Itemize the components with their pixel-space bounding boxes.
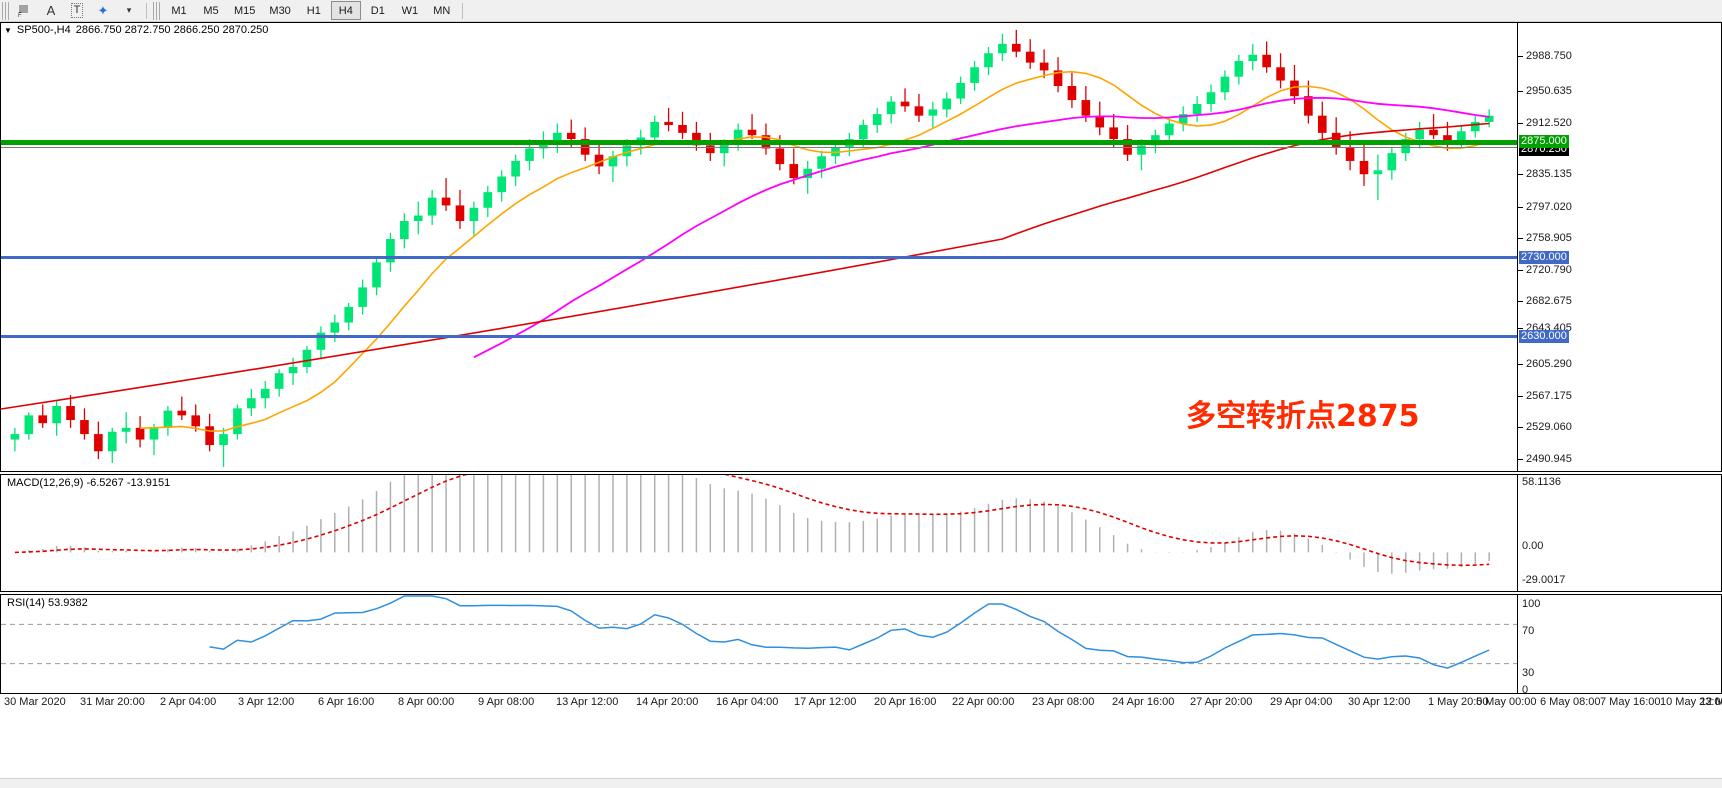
time-axis-label: 14 Apr 20:00: [636, 696, 699, 708]
time-axis-label: 7 May 16:00: [1600, 696, 1661, 708]
time-axis-label: 9 Apr 08:00: [478, 696, 535, 708]
time-axis-label: 6 May 08:00: [1540, 696, 1601, 708]
macd-panel[interactable]: MACD(12,26,9) -6.5267 -13.9151 58.1136 0…: [0, 474, 1722, 592]
chevron-down-icon[interactable]: ▾: [126, 5, 132, 15]
symbol-header: ▼ SP500-,H4 2866.750 2872.750 2866.250 2…: [1, 23, 272, 37]
symbol-collapse-icon[interactable]: ▼: [4, 25, 12, 35]
chart-annotation: 多空转折点2875: [1186, 399, 1420, 434]
chart-area[interactable]: ▼ SP500-,H4 2866.750 2872.750 2866.250 2…: [0, 22, 1722, 788]
time-axis-label: 29 Apr 04:00: [1270, 696, 1333, 708]
price-tick: 2797.020: [1518, 202, 1572, 213]
macd-tick: 0.00: [1522, 540, 1544, 552]
macd-label: MACD(12,26,9) -6.5267 -13.9151: [5, 477, 173, 489]
price-tick: 2988.750: [1518, 51, 1572, 62]
price-tick: 2490.945: [1518, 454, 1572, 465]
toolbar-grip[interactable]: [2, 1, 10, 20]
rsi-plot: [1, 595, 1517, 669]
rsi-panel[interactable]: RSI(14) 53.9382 100 70 30 0: [0, 594, 1722, 694]
time-axis-label: 20 Apr 16:00: [874, 696, 937, 708]
timeframe-h1[interactable]: H1: [306, 4, 321, 17]
price-tick: 2529.060: [1518, 422, 1572, 433]
objects-icon[interactable]: ✦: [97, 2, 109, 18]
price-plot-clip: [1, 23, 1517, 471]
time-axis-label: 13 Apr 12:00: [556, 696, 619, 708]
time-axis-label: 30 Mar 2020: [4, 696, 66, 708]
price-tick: 2758.905: [1518, 233, 1572, 244]
price-tag-2730: 2730.000: [1519, 251, 1569, 264]
price-tick: 2643.405: [1518, 323, 1572, 334]
price-tag-2875: 2875.000: [1519, 135, 1569, 148]
timeframe-mn[interactable]: MN: [433, 4, 451, 17]
time-axis-label: 31 Mar 20:00: [80, 696, 145, 708]
time-axis-label: 22 Apr 00:00: [952, 696, 1015, 708]
time-axis-label: 12 May 04:00: [1700, 696, 1722, 708]
rsi-plot-clip: [1, 595, 1517, 693]
time-axis-label: 16 Apr 04:00: [716, 696, 779, 708]
price-candles: [1, 29, 1494, 467]
rsi-axis[interactable]: 100 70 30 0: [1517, 595, 1721, 693]
macd-axis[interactable]: 58.1136 0.00 -29.0017: [1517, 475, 1721, 591]
timeframe-m30[interactable]: M30: [269, 4, 291, 17]
macd-plot-clip: [1, 475, 1517, 591]
symbol-ohlc: 2866.750 2872.750 2866.250 2870.250: [75, 24, 269, 36]
level-line-2730[interactable]: [1, 256, 1517, 259]
timeframe-grip[interactable]: [153, 1, 161, 20]
time-axis-label: 6 Apr 16:00: [318, 696, 375, 708]
toolbar: F A T ✦ ▾ M1 M5 M15 M30 H1 H4 D1 W1 MN: [0, 0, 1722, 22]
timeframe-w1[interactable]: W1: [401, 4, 419, 17]
price-tick: 2950.635: [1518, 86, 1572, 97]
level-line-2870[interactable]: [1, 147, 1517, 148]
timeframe-m1[interactable]: M1: [171, 4, 187, 17]
toolbar-divider-1: [146, 2, 147, 19]
time-axis-label: 23 Apr 08:00: [1032, 696, 1095, 708]
time-axis-label: 10 May 23:00: [1660, 696, 1722, 708]
text-tool-icon[interactable]: A: [46, 3, 56, 18]
timeframe-h4[interactable]: H4: [330, 1, 361, 20]
rsi-tick: 0: [1522, 684, 1529, 694]
level-line-2875[interactable]: [1, 140, 1517, 145]
time-axis-label: 17 Apr 12:00: [794, 696, 857, 708]
time-axis-label: 30 Apr 12:00: [1348, 696, 1411, 708]
crosshair-grid-icon[interactable]: F: [13, 1, 37, 21]
svg-text:F: F: [18, 13, 22, 18]
timeframe-m15[interactable]: M15: [234, 4, 256, 17]
macd-tick: -29.0017: [1522, 574, 1566, 586]
price-tag-2630: 2630.000: [1519, 330, 1569, 343]
text-label-icon[interactable]: T: [65, 1, 89, 21]
time-axis-label: 1 May 20:00: [1428, 696, 1489, 708]
timeframe-d1[interactable]: D1: [370, 4, 385, 17]
time-axis-label: 2 Apr 04:00: [160, 696, 217, 708]
time-axis-label: 3 Apr 12:00: [238, 696, 295, 708]
symbol-name: SP500-,H4: [16, 24, 71, 36]
price-tick: 2567.175: [1518, 391, 1572, 402]
rsi-tick: 30: [1522, 667, 1535, 679]
time-axis-label: 27 Apr 20:00: [1190, 696, 1253, 708]
toolbar-divider-2: [461, 2, 463, 19]
rsi-tick: 100: [1522, 598, 1541, 610]
macd-tick: 58.1136: [1522, 476, 1561, 488]
time-axis-label: 24 Apr 16:00: [1112, 696, 1175, 708]
timeframe-m5[interactable]: M5: [203, 4, 219, 17]
text-label-glyph: T: [70, 3, 84, 18]
rsi-tick: 70: [1522, 625, 1535, 637]
time-axis-label: 8 Apr 00:00: [398, 696, 455, 708]
price-axis[interactable]: 2988.750 2950.635 2912.520 2835.135 2797…: [1517, 23, 1721, 471]
rsi-label: RSI(14) 53.9382: [5, 597, 90, 609]
price-tick: 2682.675: [1518, 296, 1572, 307]
status-bar: [0, 778, 1722, 788]
time-axis[interactable]: 30 Mar 2020 31 Mar 20:00 2 Apr 04:00 3 Apr …: [0, 696, 1722, 788]
price-tick: 2720.790: [1518, 265, 1572, 276]
macd-plot: [14, 475, 1490, 574]
price-panel[interactable]: ▼ SP500-,H4 2866.750 2872.750 2866.250 2…: [0, 22, 1722, 472]
price-tick: 2835.135: [1518, 169, 1572, 180]
time-axis-label: 5 May 00:00: [1476, 696, 1537, 708]
price-tick: 2605.290: [1518, 359, 1572, 370]
price-tick: 2912.520: [1518, 118, 1572, 129]
level-line-2630[interactable]: [1, 335, 1517, 338]
